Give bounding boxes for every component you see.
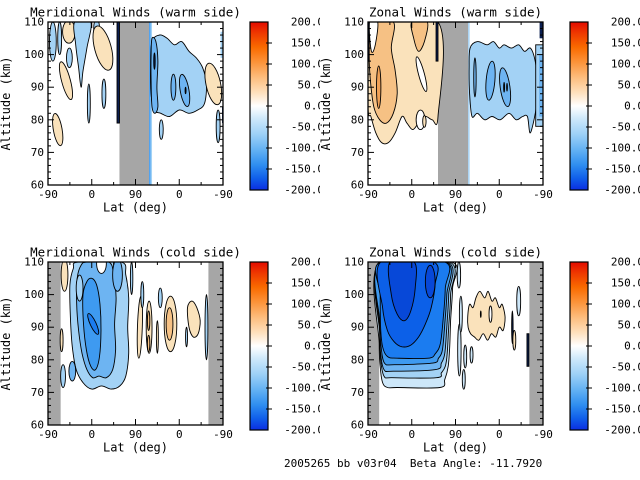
svg-text:80: 80 — [351, 353, 364, 366]
svg-text:100.0: 100.0 — [611, 298, 640, 311]
svg-text:Altitude (km): Altitude (km) — [320, 297, 333, 391]
svg-text:90: 90 — [351, 321, 364, 334]
svg-text:-90: -90 — [358, 188, 378, 201]
svg-text:0: 0 — [496, 428, 503, 441]
svg-text:-100.0: -100.0 — [284, 382, 320, 395]
svg-text:-50.0: -50.0 — [611, 121, 640, 134]
svg-text:0: 0 — [408, 188, 415, 201]
svg-text:90: 90 — [31, 321, 44, 334]
svg-text:Altitude (km): Altitude (km) — [320, 57, 333, 151]
svg-text:-90: -90 — [533, 428, 553, 441]
svg-text:90: 90 — [449, 428, 462, 441]
svg-text:-50.0: -50.0 — [611, 361, 640, 374]
svg-text:110: 110 — [344, 16, 364, 29]
svg-text:0.0: 0.0 — [304, 340, 320, 353]
svg-text:100.0: 100.0 — [611, 58, 640, 71]
svg-text:-100.0: -100.0 — [284, 142, 320, 155]
svg-text:0: 0 — [176, 188, 183, 201]
svg-text:Lat (deg): Lat (deg) — [103, 201, 168, 215]
svg-text:0: 0 — [88, 428, 95, 441]
panel-zonal-cold: -90 0 90 0 -90 60 70 80 90 100 110 Zonal Winds (col… — [319, 240, 640, 480]
svg-text:50.0: 50.0 — [618, 79, 640, 92]
svg-text:-90: -90 — [38, 188, 58, 201]
svg-text:0.0: 0.0 — [304, 100, 320, 113]
svg-text:90: 90 — [129, 428, 142, 441]
caption-text: 2005265 bb v03r04 Beta Angle: -11.7920 — [284, 457, 543, 470]
svg-text:110: 110 — [344, 256, 364, 269]
figure-caption: 2005265 bb v03r04 Beta Angle: -11.7920 — [284, 458, 542, 470]
svg-text:0: 0 — [408, 428, 415, 441]
svg-text:-90: -90 — [213, 188, 233, 201]
svg-text:90: 90 — [351, 81, 364, 94]
svg-text:150.0: 150.0 — [611, 37, 640, 50]
svg-text:200.0: 200.0 — [611, 256, 640, 269]
svg-text:100: 100 — [24, 48, 44, 61]
svg-text:-90: -90 — [213, 428, 233, 441]
svg-text:-50.0: -50.0 — [291, 361, 320, 374]
svg-text:-200.0: -200.0 — [284, 424, 320, 437]
svg-text:0: 0 — [176, 428, 183, 441]
svg-text:-150.0: -150.0 — [604, 163, 640, 176]
svg-text:Lat (deg): Lat (deg) — [423, 441, 488, 455]
panel-zonal-warm: -90 0 90 0 -90 60 70 80 90 100 110 Zonal Winds (war… — [319, 0, 640, 240]
panel-meridional-cold: -90 0 90 0 -90 60 70 80 90 100 110 Meridional Winds… — [0, 240, 324, 480]
svg-text:90: 90 — [449, 188, 462, 201]
svg-text:150.0: 150.0 — [291, 37, 320, 50]
svg-text:-150.0: -150.0 — [604, 403, 640, 416]
svg-text:110: 110 — [24, 256, 44, 269]
svg-text:110: 110 — [24, 16, 44, 29]
svg-text:70: 70 — [351, 146, 364, 159]
svg-text:0: 0 — [496, 188, 503, 201]
svg-text:80: 80 — [351, 113, 364, 126]
svg-text:-200.0: -200.0 — [604, 424, 640, 437]
svg-text:-200.0: -200.0 — [284, 184, 320, 197]
svg-text:70: 70 — [31, 146, 44, 159]
svg-text:60: 60 — [31, 419, 44, 432]
svg-text:50.0: 50.0 — [618, 319, 640, 332]
svg-text:60: 60 — [351, 179, 364, 192]
svg-text:-200.0: -200.0 — [604, 184, 640, 197]
svg-text:Altitude (km): Altitude (km) — [0, 57, 13, 151]
svg-text:70: 70 — [31, 386, 44, 399]
svg-text:Meridional Winds (cold side): Meridional Winds (cold side) — [30, 245, 241, 260]
svg-text:90: 90 — [129, 188, 142, 201]
svg-text:-90: -90 — [358, 428, 378, 441]
svg-text:-50.0: -50.0 — [291, 121, 320, 134]
svg-text:60: 60 — [31, 179, 44, 192]
svg-text:-100.0: -100.0 — [604, 142, 640, 155]
svg-text:80: 80 — [31, 353, 44, 366]
svg-text:70: 70 — [351, 386, 364, 399]
svg-text:100: 100 — [344, 48, 364, 61]
svg-text:200.0: 200.0 — [291, 256, 320, 269]
svg-text:Meridional Winds (warm side): Meridional Winds (warm side) — [30, 5, 241, 20]
svg-text:200.0: 200.0 — [291, 16, 320, 29]
svg-text:Zonal Winds (cold side): Zonal Winds (cold side) — [369, 245, 542, 260]
svg-text:0.0: 0.0 — [624, 340, 640, 353]
svg-text:Altitude (km): Altitude (km) — [0, 297, 13, 391]
svg-text:150.0: 150.0 — [291, 277, 320, 290]
svg-text:90: 90 — [31, 81, 44, 94]
svg-text:100.0: 100.0 — [291, 58, 320, 71]
svg-text:100: 100 — [24, 288, 44, 301]
svg-text:100: 100 — [344, 288, 364, 301]
svg-text:0: 0 — [88, 188, 95, 201]
svg-text:80: 80 — [31, 113, 44, 126]
svg-text:150.0: 150.0 — [611, 277, 640, 290]
svg-text:100.0: 100.0 — [291, 298, 320, 311]
svg-text:200.0: 200.0 — [611, 16, 640, 29]
svg-text:60: 60 — [351, 419, 364, 432]
svg-text:Lat (deg): Lat (deg) — [103, 441, 168, 455]
svg-text:50.0: 50.0 — [298, 79, 321, 92]
svg-text:-90: -90 — [533, 188, 553, 201]
svg-text:-150.0: -150.0 — [284, 163, 320, 176]
svg-text:Lat (deg): Lat (deg) — [423, 201, 488, 215]
panel-meridional-warm: -90 0 90 0 -90 60 70 80 90 100 110 Meridional Winds… — [0, 0, 324, 240]
svg-text:50.0: 50.0 — [298, 319, 321, 332]
svg-text:-100.0: -100.0 — [604, 382, 640, 395]
svg-text:-150.0: -150.0 — [284, 403, 320, 416]
svg-text:-90: -90 — [38, 428, 58, 441]
svg-text:0.0: 0.0 — [624, 100, 640, 113]
svg-text:Zonal Winds (warm side): Zonal Winds (warm side) — [369, 5, 542, 20]
